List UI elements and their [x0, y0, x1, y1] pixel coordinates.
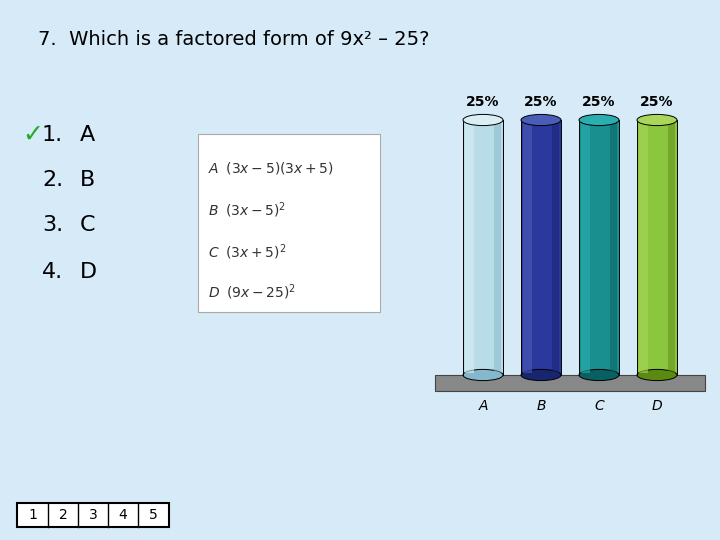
Text: 25%: 25% — [524, 96, 558, 110]
Text: 1.: 1. — [42, 125, 63, 145]
Text: ✓: ✓ — [22, 123, 43, 147]
Bar — [668, 122, 675, 373]
Text: D: D — [80, 262, 97, 282]
Text: A: A — [80, 125, 95, 145]
Bar — [17, 503, 169, 527]
Text: 25%: 25% — [582, 96, 616, 110]
Text: $A\;\;(3x-5)(3x+5)$: $A\;\;(3x-5)(3x+5)$ — [208, 160, 334, 176]
Bar — [465, 122, 474, 373]
Text: 7.  Which is a factored form of 9x² – 25?: 7. Which is a factored form of 9x² – 25? — [38, 30, 430, 49]
Ellipse shape — [579, 114, 619, 126]
Bar — [581, 122, 590, 373]
FancyBboxPatch shape — [198, 134, 380, 312]
Bar — [494, 122, 501, 373]
Text: 2.: 2. — [42, 170, 63, 190]
Bar — [463, 120, 503, 375]
Bar — [435, 375, 705, 391]
Ellipse shape — [637, 369, 677, 381]
Bar — [523, 122, 532, 373]
Bar — [521, 120, 561, 375]
Text: 25%: 25% — [640, 96, 674, 110]
Text: D: D — [652, 399, 662, 413]
Text: 5: 5 — [148, 508, 158, 522]
Text: 1: 1 — [29, 508, 37, 522]
Text: 4: 4 — [119, 508, 127, 522]
Ellipse shape — [463, 369, 503, 381]
Bar — [552, 122, 559, 373]
Text: $B\;\;(3x-5)^2$: $B\;\;(3x-5)^2$ — [208, 200, 286, 220]
Ellipse shape — [463, 114, 503, 126]
Bar — [639, 122, 648, 373]
Text: A: A — [478, 399, 487, 413]
Text: B: B — [536, 399, 546, 413]
Text: 25%: 25% — [467, 96, 500, 110]
Text: B: B — [80, 170, 95, 190]
Text: 4.: 4. — [42, 262, 63, 282]
Text: 3: 3 — [89, 508, 97, 522]
Text: 2: 2 — [58, 508, 68, 522]
Ellipse shape — [521, 114, 561, 126]
Bar — [637, 120, 677, 375]
Text: $D\;\;(9x-25)^2$: $D\;\;(9x-25)^2$ — [208, 282, 296, 302]
Text: $C\;\;(3x+5)^2$: $C\;\;(3x+5)^2$ — [208, 242, 287, 262]
Text: 3.: 3. — [42, 215, 63, 235]
Text: C: C — [594, 399, 604, 413]
Ellipse shape — [579, 369, 619, 381]
Bar — [579, 120, 619, 375]
Bar — [610, 122, 617, 373]
Ellipse shape — [521, 369, 561, 381]
Ellipse shape — [637, 114, 677, 126]
Text: C: C — [80, 215, 96, 235]
